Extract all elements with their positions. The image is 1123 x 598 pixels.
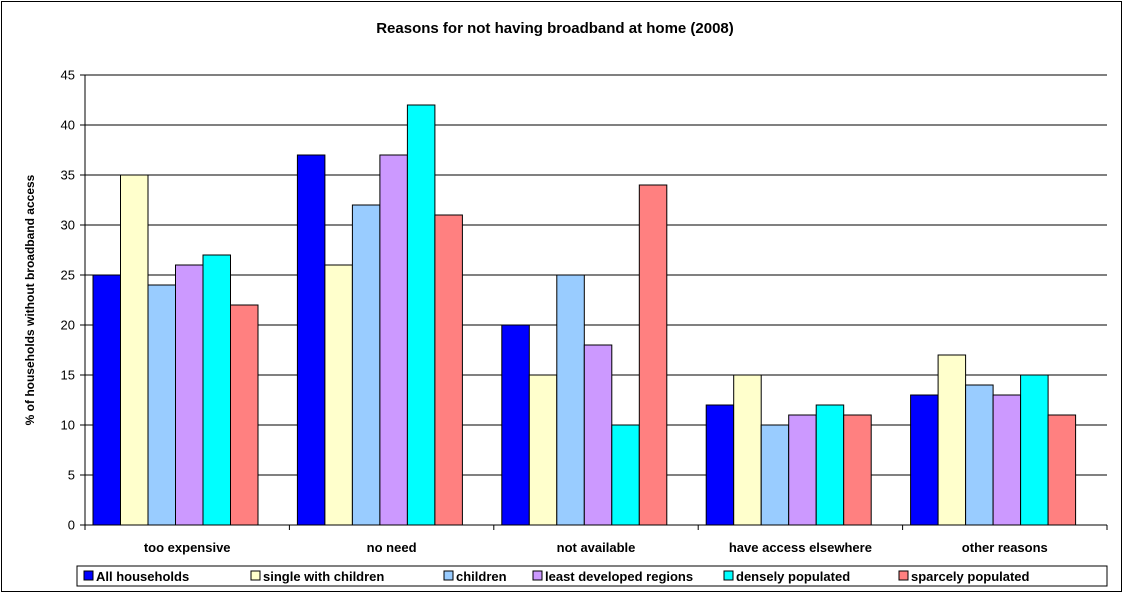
bar — [501, 324, 530, 526]
legend-swatch — [898, 570, 909, 581]
x-tick-label: not available — [557, 540, 636, 555]
bar — [843, 414, 872, 526]
axes: 0 5 10 15 20 25 30 35 40 45 too expensive no need no… — [61, 68, 1108, 555]
bar — [1020, 374, 1049, 526]
bar — [147, 284, 176, 526]
y-tick-label: 35 — [61, 168, 75, 183]
bars — [92, 104, 1077, 526]
bar — [992, 394, 1022, 526]
bar — [324, 264, 353, 526]
y-tick-label: 25 — [61, 268, 75, 283]
bar — [92, 274, 121, 526]
legend-label: All households — [96, 569, 189, 584]
bar — [175, 264, 204, 526]
y-axis-label: % of households without broadband access — [23, 174, 37, 425]
bar — [760, 424, 790, 526]
x-tick-label: no need — [367, 540, 417, 555]
legend-label: sparcely populated — [911, 569, 1030, 584]
bar — [230, 304, 259, 526]
bar — [434, 214, 463, 526]
bar — [733, 374, 762, 526]
y-tick-label: 5 — [68, 468, 75, 483]
legend-swatch — [83, 570, 94, 581]
bar — [583, 344, 613, 526]
bar — [351, 204, 381, 526]
y-tick-label: 0 — [68, 518, 75, 533]
legend-swatch — [443, 570, 454, 581]
y-tick-label: 15 — [61, 368, 75, 383]
bar — [556, 274, 585, 526]
x-tick-label: too expensive — [144, 540, 231, 555]
chart-title: Reasons for not having broadband at home… — [376, 20, 734, 37]
bar — [815, 404, 845, 526]
legend-box — [76, 565, 1108, 587]
legend-swatch — [250, 570, 261, 581]
legend: All households single with children childr… — [76, 565, 1108, 587]
bar — [705, 404, 735, 526]
y-tick-label: 20 — [61, 318, 75, 333]
y-tick-label: 40 — [61, 118, 75, 133]
legend-swatch — [532, 570, 543, 581]
legend-label: single with children — [263, 569, 384, 584]
bar — [202, 254, 231, 526]
bar — [379, 154, 408, 526]
bar — [611, 424, 640, 526]
x-tick-label: other reasons — [962, 540, 1048, 555]
bar — [910, 394, 939, 526]
bar — [937, 354, 967, 526]
bar — [406, 104, 436, 526]
bar — [120, 174, 149, 526]
y-tick-label: 10 — [61, 418, 75, 433]
bar — [638, 184, 668, 526]
legend-label: densely populated — [736, 569, 850, 584]
y-tick-label: 45 — [61, 68, 75, 83]
bar — [788, 414, 817, 526]
bar — [965, 384, 994, 526]
y-tick-label: 30 — [61, 218, 75, 233]
x-tick-label: have access elsewhere — [729, 540, 872, 555]
bar — [1047, 414, 1077, 526]
bar — [296, 154, 326, 526]
bar — [528, 374, 558, 526]
legend-label: children — [456, 569, 507, 584]
legend-label: least developed regions — [545, 569, 693, 584]
legend-swatch — [723, 570, 734, 581]
